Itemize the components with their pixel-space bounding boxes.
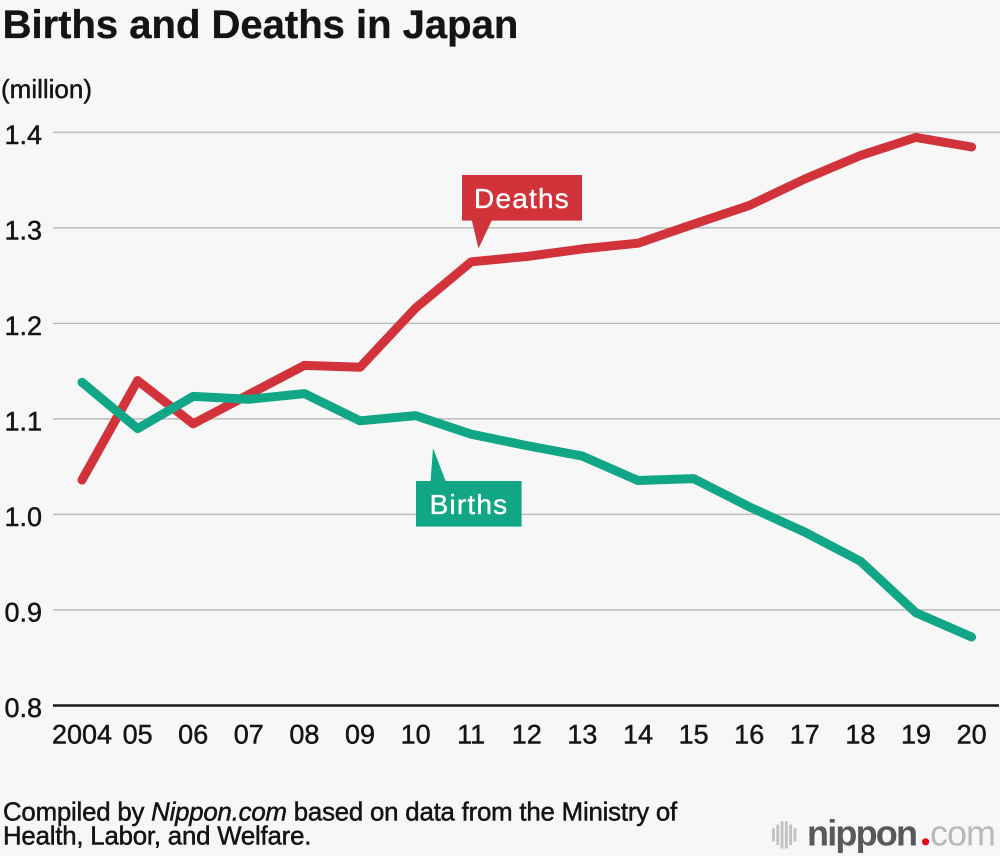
svg-text:20: 20 [957,719,987,749]
svg-text:Health, Labor, and Welfare.: Health, Labor, and Welfare. [3,823,311,851]
svg-text:19: 19 [901,719,931,749]
svg-text:1.2: 1.2 [4,311,42,341]
svg-text:11: 11 [457,719,485,749]
svg-text:09: 09 [345,719,375,749]
svg-text:(million): (million) [1,74,92,104]
svg-text:0.9: 0.9 [4,598,42,628]
svg-text:14: 14 [623,719,653,749]
svg-text:Compiled by Nippon.com based o: Compiled by Nippon.com based on data fro… [3,799,678,827]
svg-text:com: com [930,813,995,854]
svg-text:0.8: 0.8 [4,693,42,723]
svg-text:18: 18 [845,719,875,749]
svg-text:17: 17 [790,719,820,749]
svg-text:10: 10 [401,719,431,749]
svg-text:05: 05 [123,719,153,749]
svg-text:15: 15 [679,719,709,749]
svg-text:1.4: 1.4 [4,120,42,150]
svg-text:08: 08 [289,719,319,749]
svg-text:13: 13 [567,719,597,749]
svg-text:1.1: 1.1 [4,407,42,437]
svg-text:2004: 2004 [52,719,112,749]
svg-text:Births: Births [430,489,509,520]
svg-text:12: 12 [512,719,542,749]
svg-text:Births and Deaths in Japan: Births and Deaths in Japan [3,3,519,47]
svg-text:nippon: nippon [807,813,916,854]
svg-text:06: 06 [178,719,208,749]
svg-text:16: 16 [734,719,764,749]
svg-text:1.0: 1.0 [4,502,42,532]
svg-text:07: 07 [234,719,264,749]
svg-text:Deaths: Deaths [474,183,570,214]
svg-text:1.3: 1.3 [4,216,42,246]
